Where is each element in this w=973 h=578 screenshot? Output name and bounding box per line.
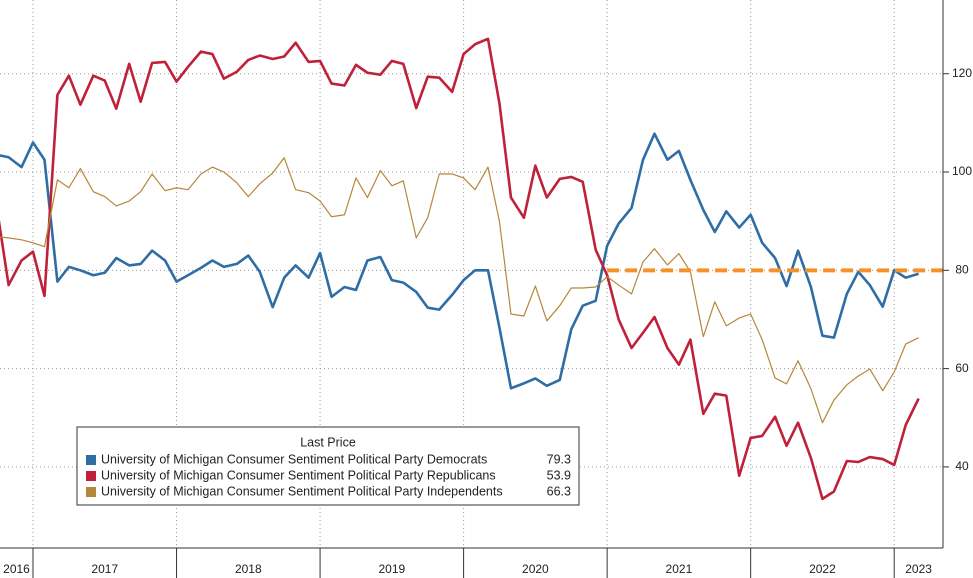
plot — [0, 37, 943, 501]
legend: Last Price University of Michigan Consum… — [76, 426, 580, 506]
series-line — [0, 157, 919, 424]
legend-value: 79.3 — [547, 452, 571, 466]
y-tick-label: 120 — [952, 66, 972, 80]
legend-swatch — [86, 487, 96, 497]
x-tick-label: 2020 — [522, 562, 549, 576]
x-tick-label: 2021 — [666, 562, 693, 576]
legend-title: Last Price — [300, 435, 356, 449]
legend-label: University of Michigan Consumer Sentimen… — [101, 468, 496, 482]
y-tick-label: 100 — [952, 164, 972, 178]
legend-label: University of Michigan Consumer Sentimen… — [101, 484, 503, 498]
series-line — [0, 132, 919, 390]
x-tick-label: 2016 — [3, 562, 30, 576]
x-tick-label: 2022 — [809, 562, 836, 576]
legend-swatch — [86, 471, 96, 481]
x-tick-label: 2018 — [235, 562, 262, 576]
series-line — [0, 37, 920, 501]
legend-value: 66.3 — [547, 484, 571, 498]
y-tick-label: 40 — [955, 459, 969, 473]
legend-value: 53.9 — [547, 468, 571, 482]
x-tick-label: 2019 — [378, 562, 405, 576]
y-tick-label: 80 — [955, 262, 969, 276]
legend-swatch — [86, 455, 96, 465]
x-tick-label: 2023 — [905, 562, 932, 576]
y-tick-label: 60 — [955, 361, 969, 375]
x-tick-label: 2017 — [91, 562, 118, 576]
legend-label: University of Michigan Consumer Sentimen… — [101, 452, 487, 466]
legend-box — [76, 426, 580, 506]
